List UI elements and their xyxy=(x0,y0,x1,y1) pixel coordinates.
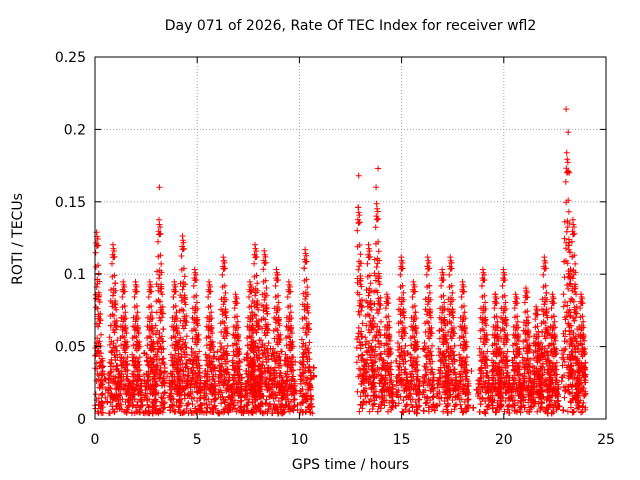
data-point xyxy=(560,407,567,414)
data-point xyxy=(102,394,109,401)
data-point xyxy=(189,361,196,368)
marker-layer xyxy=(92,106,589,417)
data-point xyxy=(216,368,223,375)
data-point xyxy=(244,350,251,357)
data-point xyxy=(106,410,112,417)
chart-title: Day 071 of 2026, Rate Of TEC Index for r… xyxy=(164,18,537,34)
grid-layer xyxy=(95,57,606,419)
data-point xyxy=(164,373,171,380)
data-point xyxy=(562,387,569,394)
data-point xyxy=(211,349,217,356)
data-point xyxy=(294,402,301,408)
data-point xyxy=(140,371,147,378)
data-point xyxy=(270,404,277,410)
data-point xyxy=(444,410,451,416)
